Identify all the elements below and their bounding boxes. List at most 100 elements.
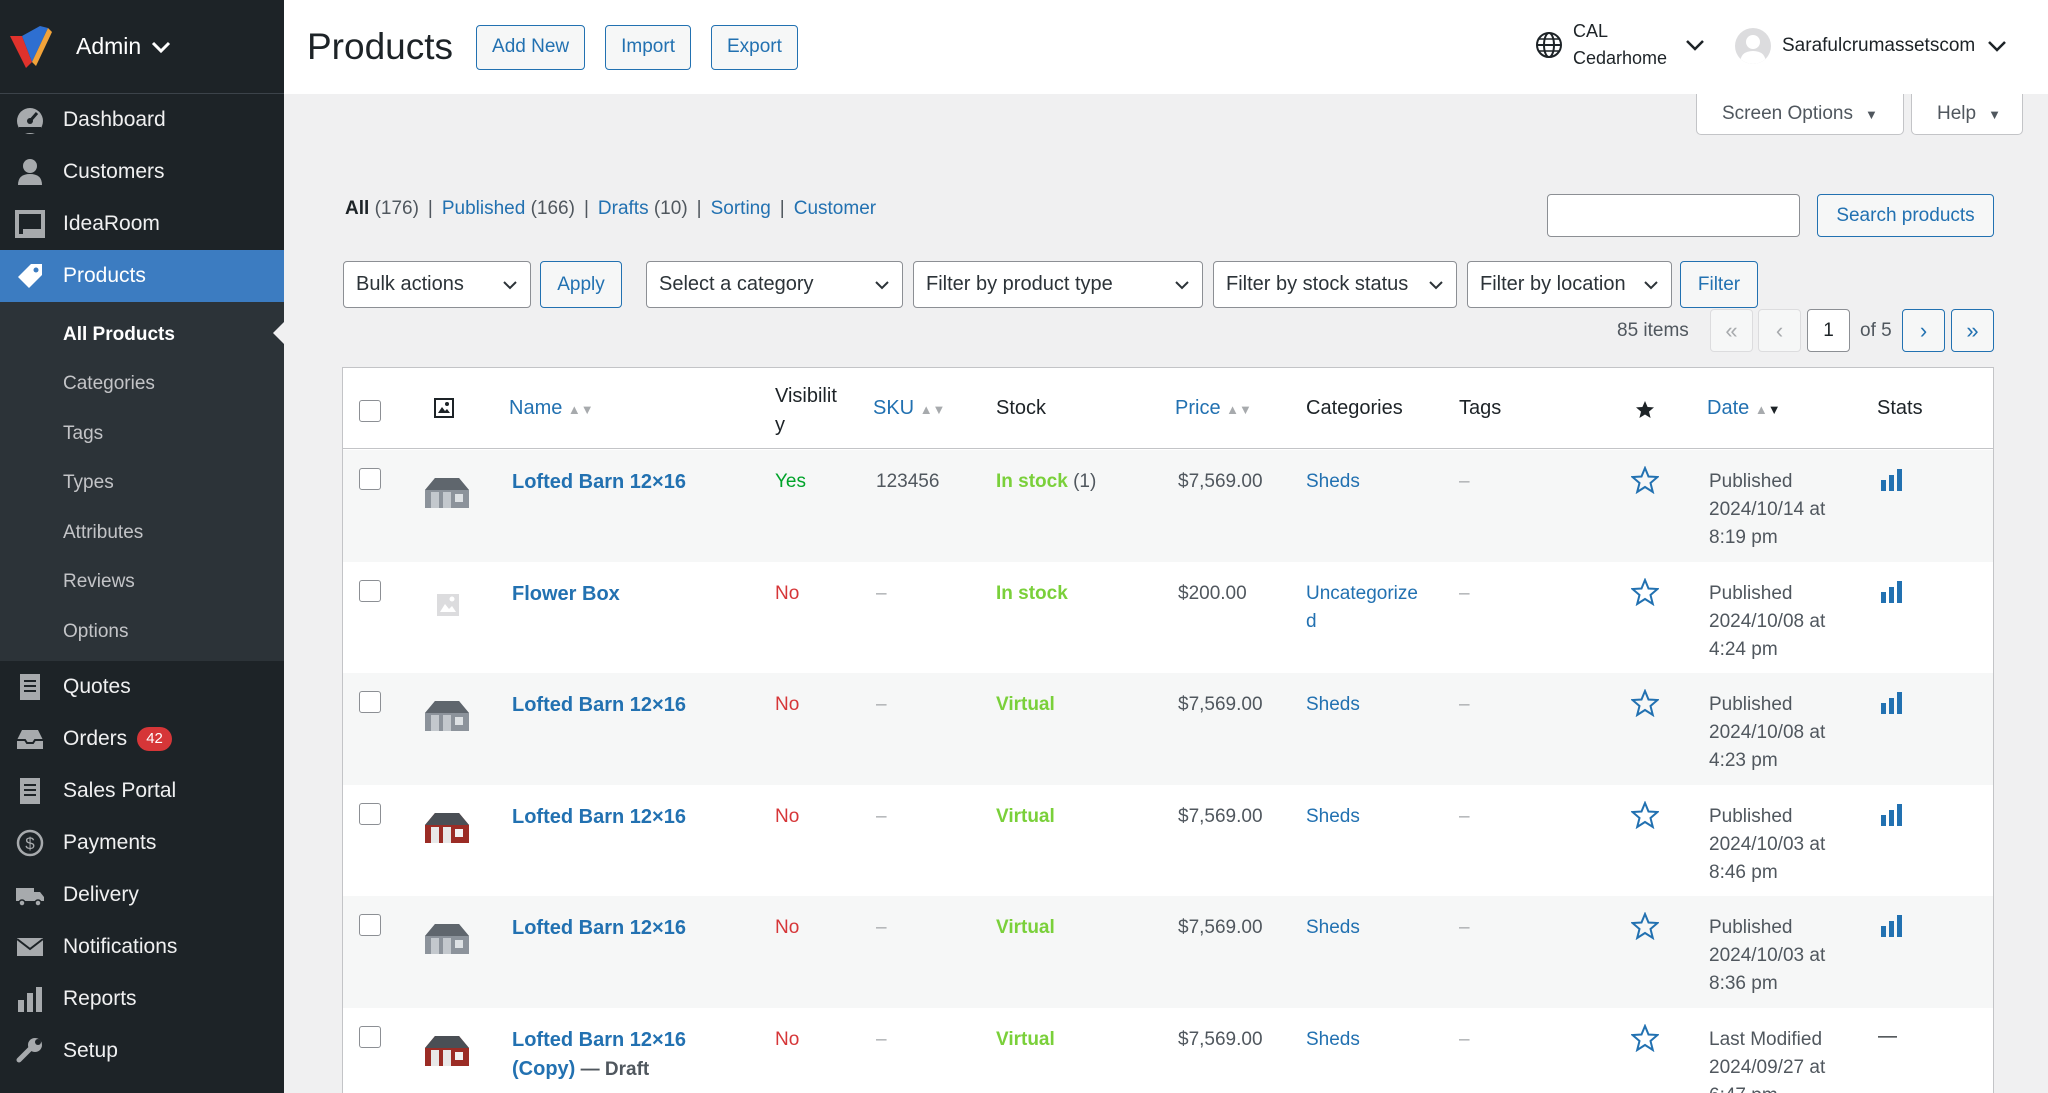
view-sorting[interactable]: Sorting: [710, 198, 771, 219]
row-checkbox[interactable]: [359, 1026, 381, 1048]
category-link[interactable]: Sheds: [1306, 917, 1360, 939]
stats-chart-icon[interactable]: [1880, 468, 1904, 492]
user-menu[interactable]: Sarafulcrumassetscom: [1735, 28, 2007, 64]
stock-label: Virtual: [996, 805, 1055, 827]
star-outline-icon[interactable]: [1631, 1024, 1659, 1052]
nav-setup-label: Setup: [63, 1038, 118, 1062]
category-link[interactable]: Uncategorize d: [1306, 580, 1418, 636]
view-customer[interactable]: Customer: [793, 198, 877, 219]
wrench-icon: [15, 1036, 45, 1066]
product-name-link[interactable]: Lofted Barn 12×16: [512, 917, 686, 940]
nav-dashboard[interactable]: Dashboard: [0, 94, 284, 146]
col-date[interactable]: Date ▲▼: [1707, 397, 1781, 420]
tags-value: –: [1459, 1029, 1470, 1050]
stats-chart-icon[interactable]: [1880, 803, 1904, 827]
location-select[interactable]: Filter by location: [1467, 261, 1672, 308]
row-checkbox[interactable]: [359, 914, 381, 937]
date-status: Published: [1709, 471, 1793, 492]
bulk-actions-select[interactable]: Bulk actions: [343, 261, 531, 308]
stats-chart-icon[interactable]: [1880, 580, 1904, 604]
nav-products[interactable]: Products: [0, 250, 284, 302]
search-input[interactable]: [1547, 194, 1800, 237]
add-new-button[interactable]: Add New: [476, 24, 586, 70]
nav-orders-label: Orders: [63, 726, 128, 750]
screen-options-button[interactable]: Screen Options ▼: [1696, 94, 1904, 135]
date-time: 8:46 pm: [1709, 861, 1778, 883]
dashboard-icon: [15, 105, 45, 135]
nav-setup[interactable]: Setup: [0, 1025, 284, 1077]
category-link[interactable]: Sheds: [1306, 805, 1360, 827]
product-name-link[interactable]: Lofted Barn 12×16: [512, 805, 686, 828]
apply-button[interactable]: Apply: [540, 261, 622, 308]
view-published[interactable]: Published (166): [442, 198, 575, 219]
row-checkbox[interactable]: [359, 579, 381, 602]
submenu-tags[interactable]: Tags: [63, 422, 104, 444]
star-outline-icon[interactable]: [1631, 689, 1659, 718]
nav-customers[interactable]: Customers: [0, 146, 284, 198]
date-time: 6:47 pm: [1709, 1085, 1778, 1093]
export-button[interactable]: Export: [710, 24, 798, 70]
star-outline-icon[interactable]: [1631, 800, 1659, 829]
gray-barn-thumbnail: [425, 478, 469, 508]
row-checkbox[interactable]: [359, 802, 381, 825]
product-name-link[interactable]: Flower Box: [512, 582, 620, 605]
category-link[interactable]: Sheds: [1306, 694, 1360, 716]
submenu-attributes[interactable]: Attributes: [63, 521, 144, 543]
product-type-select[interactable]: Filter by product type: [913, 261, 1203, 308]
category-label: Uncategorize: [1306, 582, 1418, 604]
import-button[interactable]: Import: [605, 24, 691, 70]
nav-idearoom[interactable]: IdeaRoom: [0, 198, 284, 250]
next-page-button[interactable]: ›: [1902, 309, 1945, 352]
category-select[interactable]: Select a category: [646, 261, 903, 308]
prev-page-button[interactable]: ‹: [1758, 309, 1801, 352]
stock-status-select[interactable]: Filter by stock status: [1213, 261, 1457, 308]
row-checkbox[interactable]: [359, 468, 381, 490]
account-switcher[interactable]: Admin: [76, 33, 171, 60]
submenu-types[interactable]: Types: [63, 472, 114, 494]
product-name-link[interactable]: Lofted Barn 12×16: [512, 694, 686, 717]
nav-payments[interactable]: $ Payments: [0, 817, 284, 869]
star-outline-icon[interactable]: [1631, 577, 1659, 606]
star-outline-icon[interactable]: [1631, 912, 1659, 941]
current-page-input[interactable]: 1: [1807, 309, 1850, 352]
location-switcher[interactable]: CAL Cedarhome: [1535, 18, 1705, 72]
nav-reports[interactable]: Reports: [0, 973, 284, 1025]
date-day: 2024/10/03 at: [1709, 833, 1826, 855]
col-name[interactable]: Name ▲▼: [509, 397, 594, 420]
nav-sales-portal[interactable]: Sales Portal: [0, 765, 284, 817]
last-page-button[interactable]: »: [1951, 309, 1994, 352]
first-page-button[interactable]: «: [1710, 309, 1753, 352]
col-price[interactable]: Price ▲▼: [1175, 397, 1252, 420]
submenu-reviews[interactable]: Reviews: [63, 571, 135, 593]
star-filled-icon[interactable]: [1635, 400, 1655, 420]
submenu-categories[interactable]: Categories: [63, 373, 155, 395]
category-link[interactable]: Sheds: [1306, 1029, 1360, 1050]
submenu-options[interactable]: Options: [63, 620, 129, 642]
nav-notifications[interactable]: Notifications: [0, 921, 284, 973]
col-tags: Tags: [1459, 397, 1502, 419]
nav-delivery[interactable]: Delivery: [0, 869, 284, 921]
nav-quotes[interactable]: Quotes: [0, 661, 284, 713]
stats-chart-icon[interactable]: [1880, 691, 1904, 715]
filter-button[interactable]: Filter: [1680, 261, 1758, 308]
select-all-checkbox[interactable]: [359, 400, 381, 422]
view-drafts[interactable]: Drafts (10): [598, 198, 688, 219]
submenu-all-products[interactable]: All Products: [63, 323, 175, 345]
view-all[interactable]: All (176): [345, 198, 419, 219]
product-name-link[interactable]: Lofted Barn 12×16: [512, 1029, 686, 1051]
nav-quotes-label: Quotes: [63, 674, 131, 698]
nav-orders[interactable]: Orders 42: [0, 713, 284, 765]
product-name-link-wrap[interactable]: (Copy): [512, 1058, 576, 1080]
search-products-button[interactable]: Search products: [1817, 194, 1994, 237]
col-sku[interactable]: SKU ▲▼: [873, 397, 945, 420]
help-button[interactable]: Help ▼: [1911, 94, 2023, 135]
product-name-link[interactable]: Lofted Barn 12×16: [512, 471, 686, 493]
account-label: Admin: [76, 33, 142, 59]
star-outline-icon[interactable]: [1631, 466, 1659, 494]
date-day: 2024/10/03 at: [1709, 945, 1826, 967]
date-status: Published: [1709, 917, 1793, 939]
stats-chart-icon[interactable]: [1880, 914, 1904, 938]
category-link[interactable]: Sheds: [1306, 468, 1360, 496]
row-checkbox[interactable]: [359, 691, 381, 714]
col-categories: Categories: [1306, 397, 1403, 419]
